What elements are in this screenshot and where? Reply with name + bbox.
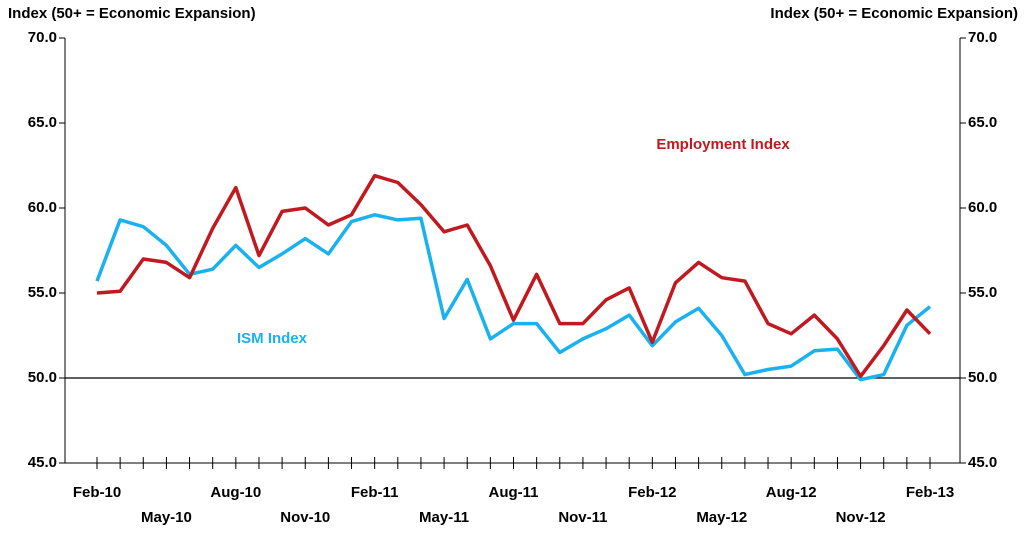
series-line <box>95 213 932 382</box>
x-tick-label: May-11 <box>419 509 469 526</box>
y2-tick-label: 70.0 <box>968 29 997 46</box>
y-tick-label: 45.0 <box>28 454 57 471</box>
y-tick-label: 60.0 <box>28 199 57 216</box>
y2-tick-label: 65.0 <box>968 114 997 131</box>
x-tick-label: May-12 <box>696 509 747 526</box>
x-tick-label: Nov-11 <box>558 509 607 526</box>
series-line <box>96 173 932 379</box>
x-tick-label: Feb-12 <box>628 484 676 501</box>
x-tick-label: Aug-11 <box>488 484 538 501</box>
x-tick-label: Feb-11 <box>351 484 399 501</box>
x-tick-label: Nov-12 <box>836 509 886 526</box>
x-tick-label: Aug-10 <box>210 484 261 501</box>
series-label: ISM Index <box>237 330 308 347</box>
y-axis-label: Index (50+ = Economic Expansion) <box>8 5 256 22</box>
y2-axis-label: Index (50+ = Economic Expansion) <box>770 5 1018 22</box>
y-tick-label: 50.0 <box>28 369 57 386</box>
series-label: Employment Index <box>656 136 790 153</box>
y2-tick-label: 45.0 <box>968 454 997 471</box>
y-tick-label: 65.0 <box>28 114 57 131</box>
y2-tick-label: 60.0 <box>968 199 997 216</box>
x-tick-label: Feb-10 <box>73 484 121 501</box>
x-tick-label: Aug-12 <box>766 484 817 501</box>
y-tick-label: 55.0 <box>28 284 57 301</box>
y-tick-label: 70.0 <box>28 29 57 46</box>
x-tick-label: Feb-13 <box>906 484 954 501</box>
x-tick-label: Nov-10 <box>280 509 330 526</box>
x-tick-label: May-10 <box>141 509 192 526</box>
y2-tick-label: 55.0 <box>968 284 997 301</box>
y2-tick-label: 50.0 <box>968 369 997 386</box>
